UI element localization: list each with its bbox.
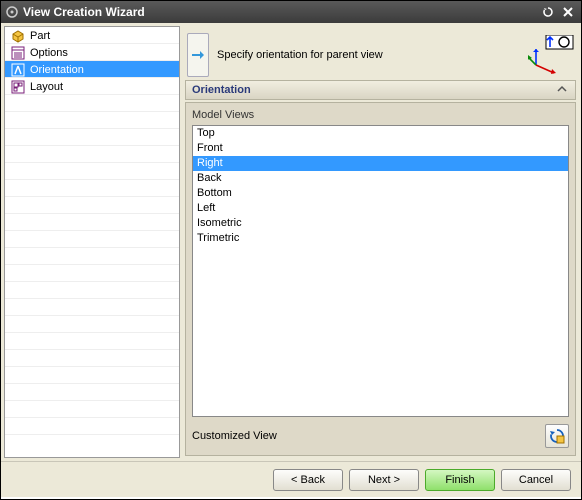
sidebar-empty-row xyxy=(5,282,179,299)
customized-view-label: Customized View xyxy=(192,430,277,442)
layout-icon xyxy=(11,80,25,94)
back-button[interactable]: < Back xyxy=(273,469,343,491)
sidebar-item-options[interactable]: Options xyxy=(5,44,179,61)
sidebar-empty-row xyxy=(5,180,179,197)
sidebar-empty-row xyxy=(5,214,179,231)
sidebar-empty-row xyxy=(5,197,179,214)
orientation-panel: Model Views TopFrontRightBackBottomLeftI… xyxy=(185,102,576,456)
customized-view-button[interactable] xyxy=(545,424,569,448)
orientation-step-icon[interactable] xyxy=(187,33,209,77)
undo-icon[interactable] xyxy=(539,4,557,20)
sidebar-empty-row xyxy=(5,95,179,112)
sidebar-empty-row xyxy=(5,146,179,163)
sidebar-empty-row xyxy=(5,299,179,316)
gear-icon xyxy=(5,5,19,19)
options-icon xyxy=(11,46,25,60)
next-button-label: Next > xyxy=(368,474,400,486)
back-button-label: < Back xyxy=(291,474,325,486)
customized-view-row: Customized View xyxy=(192,423,569,449)
sidebar-empty-row xyxy=(5,112,179,129)
next-button[interactable]: Next > xyxy=(349,469,419,491)
sidebar-empty-row xyxy=(5,231,179,248)
sidebar-item-layout[interactable]: Layout xyxy=(5,78,179,95)
model-view-item[interactable]: Bottom xyxy=(193,186,568,201)
model-view-item[interactable]: Isometric xyxy=(193,216,568,231)
sidebar-item-orientation[interactable]: Orientation xyxy=(5,61,179,78)
model-view-item[interactable]: Right xyxy=(193,156,568,171)
close-icon[interactable] xyxy=(559,4,577,20)
sidebar-item-label: Layout xyxy=(30,81,63,93)
wizard-steps-sidebar: Part Options Orientation Layout xyxy=(4,26,180,458)
orientation-section-header[interactable]: Orientation xyxy=(185,80,576,100)
sidebar-item-label: Options xyxy=(30,47,68,59)
model-views-label: Model Views xyxy=(192,109,569,121)
sidebar-empty-row xyxy=(5,418,179,435)
titlebar: View Creation Wizard xyxy=(1,1,581,23)
finish-button-label: Finish xyxy=(445,474,474,486)
instruction-text: Specify orientation for parent view xyxy=(217,49,383,61)
model-views-list[interactable]: TopFrontRightBackBottomLeftIsometricTrim… xyxy=(192,125,569,417)
orientation-icon xyxy=(11,63,25,77)
collapse-icon xyxy=(555,82,569,99)
model-view-item[interactable]: Front xyxy=(193,141,568,156)
sidebar-empty-row xyxy=(5,350,179,367)
cancel-button[interactable]: Cancel xyxy=(501,469,571,491)
sidebar-empty-row xyxy=(5,401,179,418)
sidebar-item-label: Orientation xyxy=(30,64,84,76)
sidebar-empty-row xyxy=(5,316,179,333)
finish-button[interactable]: Finish xyxy=(425,469,495,491)
model-view-item[interactable]: Back xyxy=(193,171,568,186)
section-title: Orientation xyxy=(192,84,251,96)
model-view-item[interactable]: Trimetric xyxy=(193,231,568,246)
window-title: View Creation Wizard xyxy=(23,5,145,19)
sidebar-empty-row xyxy=(5,333,179,350)
sidebar-empty-row xyxy=(5,265,179,282)
sidebar-empty-row xyxy=(5,248,179,265)
main-panel: Specify orientation for parent view Orie… xyxy=(183,26,578,458)
model-view-item[interactable]: Top xyxy=(193,126,568,141)
part-icon xyxy=(11,29,25,43)
sidebar-empty-row xyxy=(5,367,179,384)
sidebar-empty-row xyxy=(5,384,179,401)
orientation-axis-icon xyxy=(528,35,574,75)
model-view-item[interactable]: Left xyxy=(193,201,568,216)
sidebar-empty-row xyxy=(5,129,179,146)
wizard-button-bar: < Back Next > Finish Cancel xyxy=(1,461,581,497)
sidebar-item-part[interactable]: Part xyxy=(5,27,179,44)
instruction-row: Specify orientation for parent view xyxy=(183,26,578,80)
sidebar-item-label: Part xyxy=(30,30,50,42)
cancel-button-label: Cancel xyxy=(519,474,553,486)
content-area: Part Options Orientation Layout Specify ori… xyxy=(1,23,581,461)
sidebar-empty-row xyxy=(5,163,179,180)
